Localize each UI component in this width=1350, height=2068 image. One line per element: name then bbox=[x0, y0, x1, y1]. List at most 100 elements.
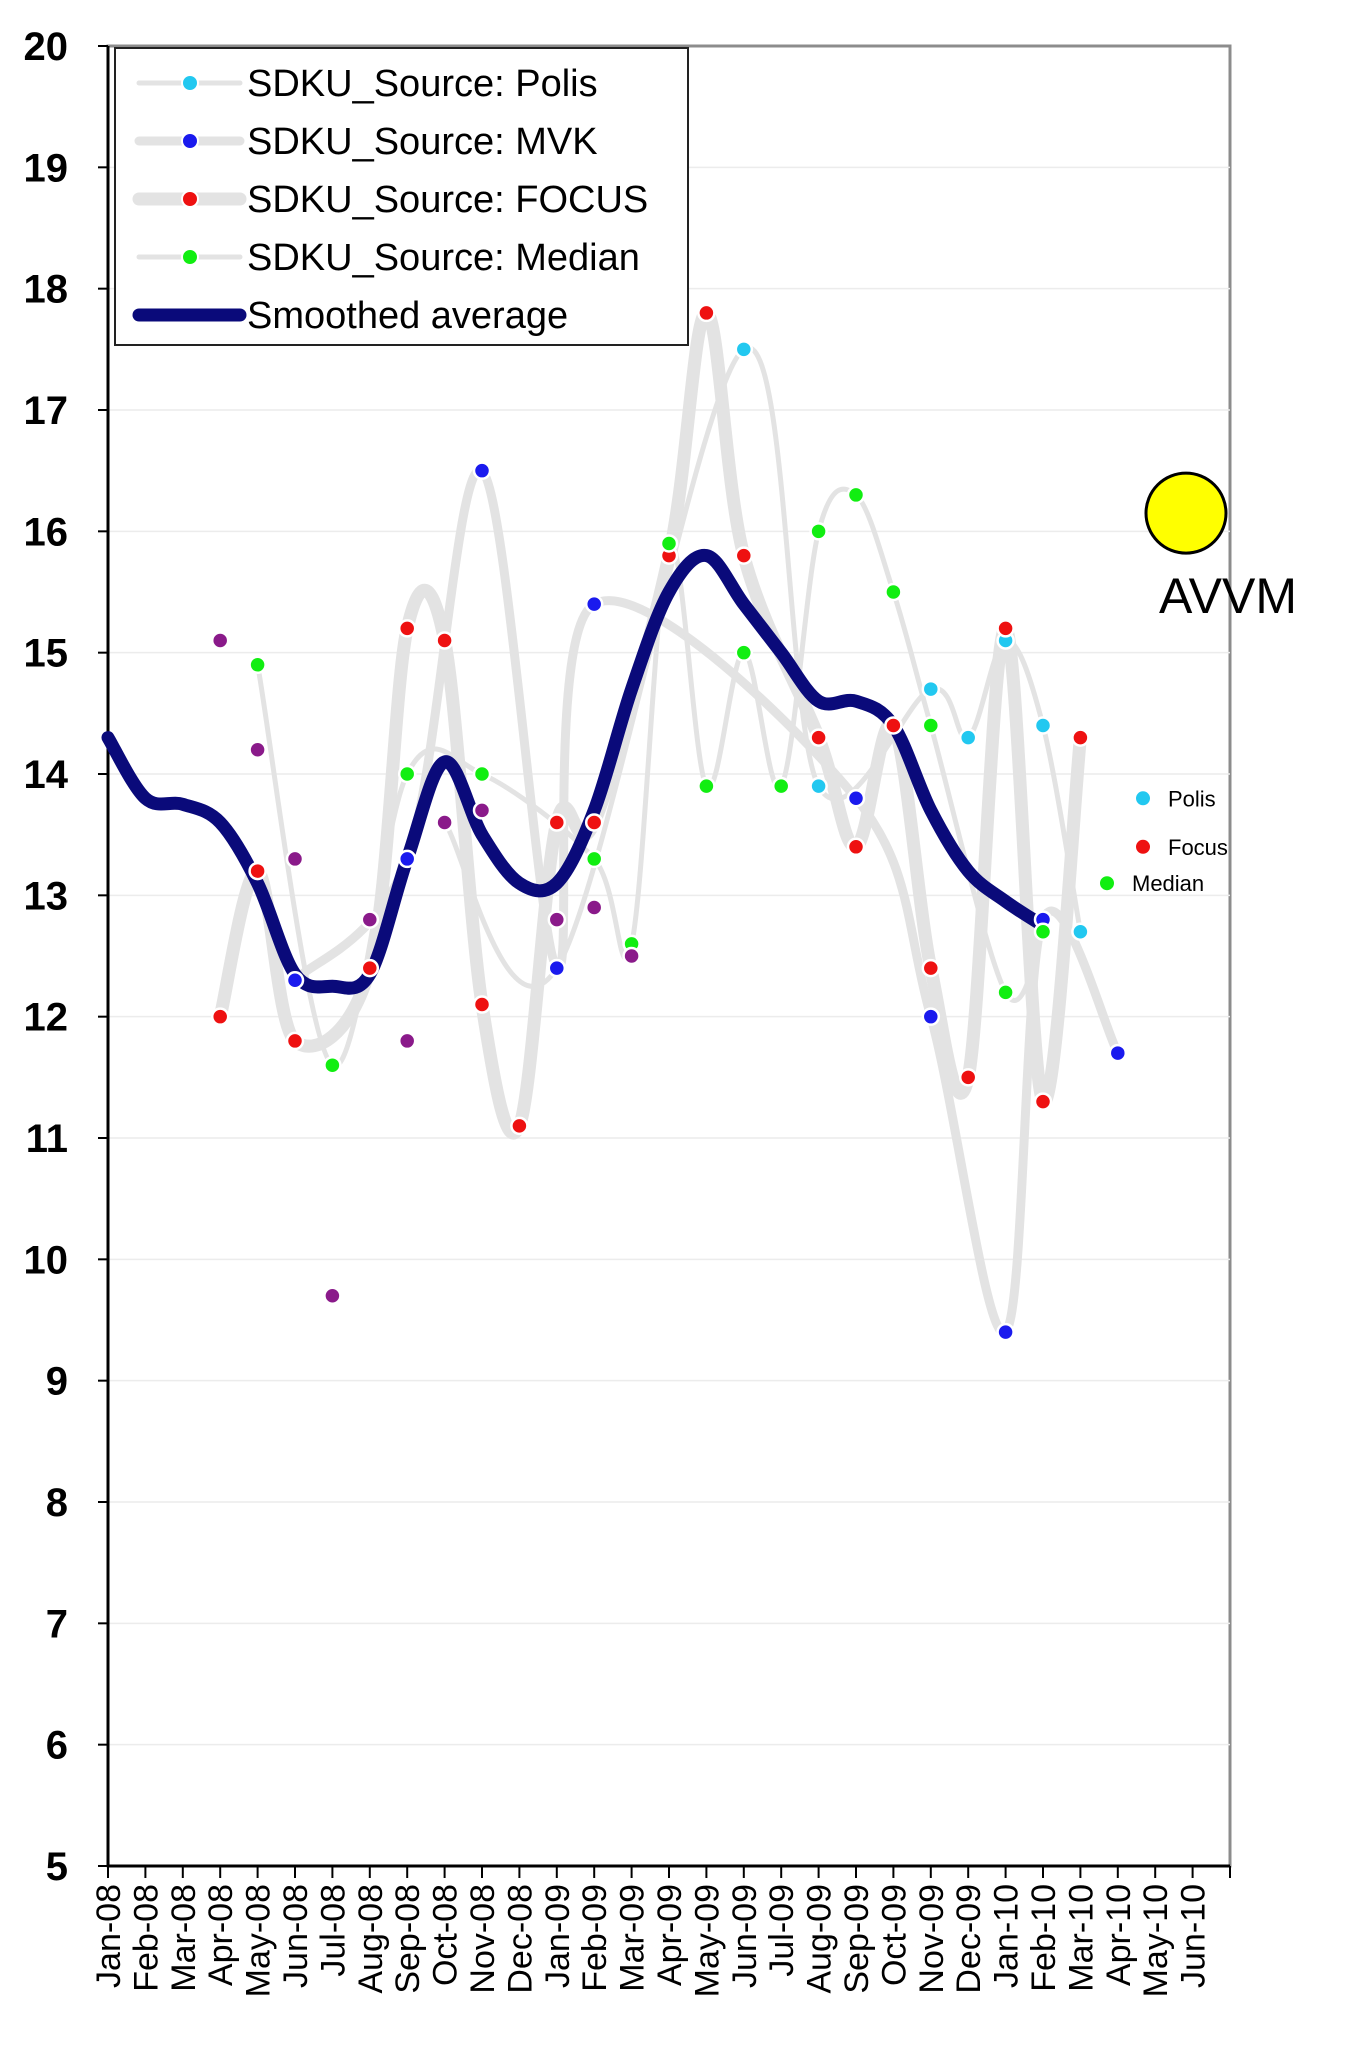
data-point-mvk bbox=[921, 1007, 941, 1026]
plot-area bbox=[106, 44, 1232, 1868]
legend-swatch-dot-median bbox=[181, 248, 199, 266]
data-point-median bbox=[584, 849, 604, 869]
data-point-other bbox=[472, 801, 492, 820]
data-point-focus bbox=[734, 546, 754, 565]
data-point-focus bbox=[547, 813, 567, 832]
x-tick-label: Sep-09 bbox=[838, 1884, 876, 1994]
x-tick-label: Sep-08 bbox=[389, 1884, 427, 1994]
data-point-focus bbox=[397, 619, 417, 638]
data-point-focus bbox=[472, 995, 492, 1014]
y-tick-label: 12 bbox=[24, 996, 69, 1040]
x-tick-label: Jul-08 bbox=[314, 1884, 352, 1977]
y-tick-label: 13 bbox=[24, 874, 69, 918]
data-point-other bbox=[622, 946, 641, 966]
x-tick-label: Jun-08 bbox=[277, 1884, 315, 1988]
data-point-focus bbox=[435, 631, 454, 650]
data-point-mvk bbox=[846, 789, 866, 808]
data-point-focus bbox=[584, 813, 604, 832]
legend-swatch-dot-polis bbox=[181, 74, 199, 92]
x-tick-label: Jan-10 bbox=[988, 1884, 1026, 1988]
x-tick-label: Aug-08 bbox=[352, 1884, 390, 1994]
y-tick-label: 16 bbox=[24, 510, 69, 554]
data-point-focus bbox=[510, 1116, 529, 1136]
x-tick-label: Oct-09 bbox=[875, 1884, 913, 1986]
data-point-focus bbox=[285, 1031, 305, 1051]
data-point-other bbox=[397, 1031, 417, 1051]
x-tick-label: Dec-09 bbox=[950, 1884, 988, 1994]
y-tick-label: 6 bbox=[46, 1724, 68, 1768]
smoothed-average-line bbox=[101, 549, 1050, 995]
data-point-mvk bbox=[397, 849, 417, 869]
data-point-median bbox=[734, 643, 754, 662]
data-point-mvk bbox=[472, 461, 492, 480]
data-point-focus bbox=[846, 837, 866, 857]
y-tick-label: 14 bbox=[24, 753, 69, 797]
legend-label-focus: SDKU_Source: FOCUS bbox=[247, 179, 648, 221]
x-tick-label: May-09 bbox=[688, 1884, 726, 1997]
data-point-median bbox=[248, 655, 267, 675]
data-point-mvk bbox=[996, 1322, 1015, 1342]
data-point-focus bbox=[697, 303, 716, 323]
y-tick-label: 20 bbox=[24, 25, 69, 69]
data-point-other bbox=[248, 740, 267, 759]
x-tick-label: Nov-09 bbox=[913, 1884, 951, 1994]
data-point-median bbox=[809, 522, 828, 541]
legend-swatch-dot-mvk bbox=[181, 132, 199, 150]
data-point-median bbox=[771, 776, 791, 796]
data-point-median bbox=[846, 485, 866, 505]
x-tick-label: Jun-09 bbox=[726, 1884, 764, 1988]
x-tick-label: Mar-09 bbox=[614, 1884, 652, 1992]
x-tick-label: Feb-10 bbox=[1025, 1884, 1063, 1992]
x-tick-label: May-08 bbox=[240, 1884, 278, 1997]
x-tick-label: Jul-09 bbox=[763, 1884, 801, 1977]
x-tick-label: Apr-09 bbox=[651, 1884, 689, 1986]
data-point-other bbox=[210, 631, 230, 650]
avvm-marker bbox=[1144, 471, 1228, 555]
series-line-focus bbox=[213, 306, 1087, 1140]
x-tick-label: Mar-08 bbox=[165, 1884, 203, 1992]
callout-marker-median bbox=[1098, 874, 1116, 893]
y-tick-label: 18 bbox=[24, 268, 69, 312]
data-point-other bbox=[323, 1286, 342, 1305]
x-tick-label: Apr-10 bbox=[1100, 1884, 1138, 1986]
data-point-other bbox=[584, 898, 604, 917]
data-point-focus bbox=[360, 958, 380, 978]
x-tick-label: May-10 bbox=[1137, 1884, 1175, 1997]
legend-label-polis: SDKU_Source: Polis bbox=[247, 63, 598, 105]
data-point-focus bbox=[884, 716, 903, 735]
x-tick-label: Jan-09 bbox=[539, 1884, 577, 1988]
y-tick-label: 11 bbox=[26, 1117, 68, 1161]
y-tick-label: 7 bbox=[46, 1602, 68, 1646]
data-point-polis bbox=[958, 728, 978, 747]
data-point-median bbox=[472, 764, 492, 784]
y-tick-label: 5 bbox=[46, 1845, 68, 1889]
data-point-mvk bbox=[285, 971, 305, 990]
callout-label-polis: Polis bbox=[1168, 786, 1216, 811]
data-point-median bbox=[697, 776, 716, 796]
data-point-median bbox=[397, 764, 417, 784]
legend-label-smoothed: Smoothed average bbox=[247, 295, 568, 337]
x-tick-label: Mar-10 bbox=[1062, 1884, 1100, 1992]
callout-label-focus: Focus bbox=[1168, 835, 1228, 860]
data-point-focus bbox=[921, 958, 941, 978]
data-point-median bbox=[659, 534, 679, 553]
data-point-mvk bbox=[584, 594, 604, 614]
data-point-median bbox=[1033, 922, 1053, 941]
x-tick-label: Nov-08 bbox=[464, 1884, 502, 1994]
data-point-polis bbox=[809, 776, 828, 796]
data-point-median bbox=[884, 582, 903, 602]
data-point-other bbox=[547, 910, 567, 929]
x-tick-label: Feb-08 bbox=[127, 1884, 165, 1992]
y-tick-label: 8 bbox=[46, 1481, 68, 1525]
data-point-median bbox=[323, 1055, 342, 1075]
callout-label-median: Median bbox=[1132, 871, 1204, 896]
x-tick-label: Oct-08 bbox=[427, 1884, 465, 1986]
data-point-other bbox=[285, 849, 305, 869]
callout-marker-polis bbox=[1134, 789, 1152, 808]
data-point-polis bbox=[734, 340, 754, 359]
data-point-median bbox=[921, 716, 941, 735]
data-point-focus bbox=[1033, 1092, 1053, 1111]
data-point-median bbox=[996, 983, 1015, 1002]
